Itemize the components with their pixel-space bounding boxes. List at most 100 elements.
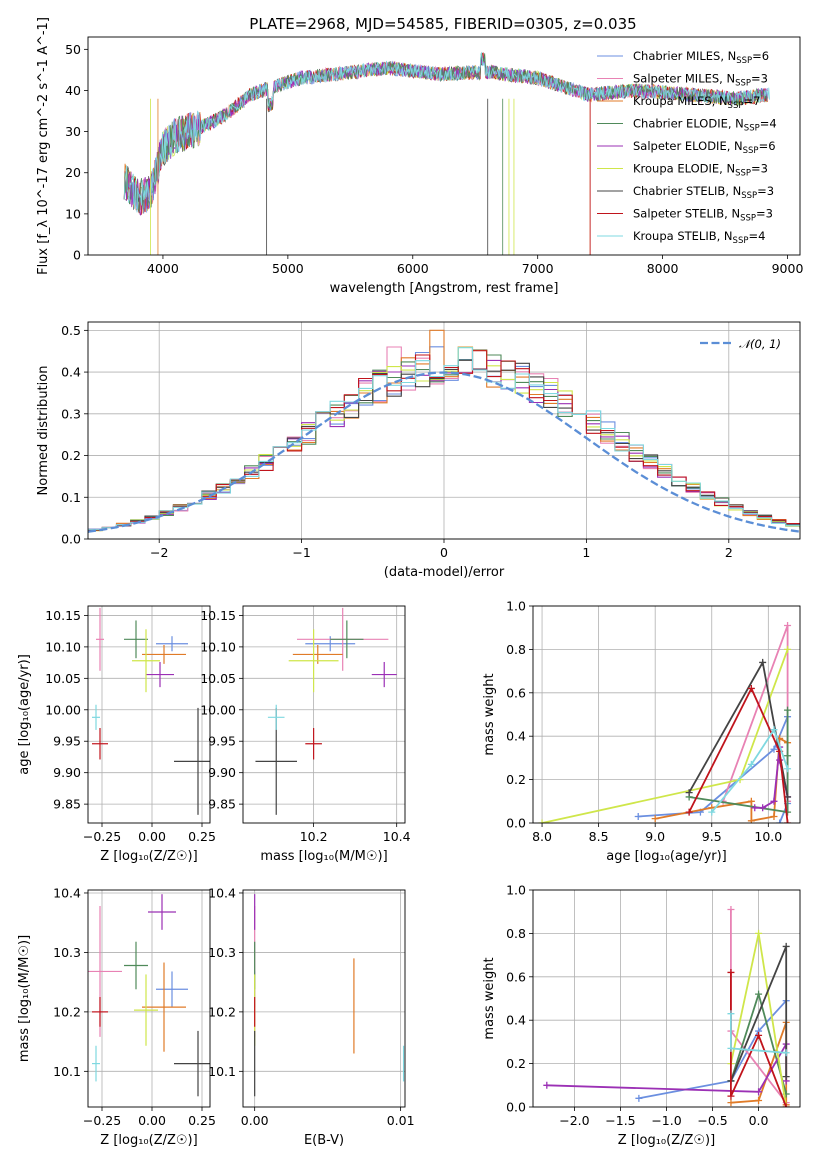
axes-frame	[532, 605, 801, 824]
weight-point-marker	[784, 622, 792, 630]
axes-frame	[242, 889, 406, 1108]
weight-point-marker	[784, 752, 792, 760]
y-tick-label: 10.4	[53, 885, 81, 900]
legend-label: Salpeter MILES, NSSP=3	[633, 72, 768, 89]
legend-label-main: Chabrier STELIB, N	[633, 184, 741, 198]
legend-label-tail: =7	[743, 94, 760, 108]
x-axis-label: wavelength [Angstrom, rest frame]	[330, 281, 559, 296]
y-axis-label: age [log₁₀(age/yr)]	[17, 654, 32, 775]
y-tick-label: 40	[65, 83, 81, 98]
weight-point-marker	[727, 1010, 735, 1018]
x-tick-label: 0.25	[188, 829, 216, 844]
weight-point-marker	[727, 968, 735, 976]
y-tick-label: 0.0	[61, 532, 81, 547]
panel-residuals: −2 −1 0 1 2 0.0 0.1 0.2 0.3 0.4 0.5 (data-model)/er…	[36, 321, 801, 580]
panel-age-vs-Z: −0.25 0.00 0.25 9.85 9.90 9.95 10.00 10.05 10.10…	[17, 605, 216, 864]
plot-area	[88, 894, 210, 1097]
x-tick-label: 0.00	[241, 1113, 269, 1128]
weight-point-marker	[634, 812, 642, 820]
y-axis-label: mass weight	[482, 957, 497, 1039]
plot-area	[254, 894, 405, 1097]
legend-label-tail: =4	[748, 229, 765, 243]
y-tick-label: 10.15	[200, 608, 236, 623]
y-tick-label: 10.1	[208, 1064, 236, 1079]
weight-series-line	[711, 727, 789, 813]
y-tick-label: 0.6	[506, 969, 526, 984]
plot-area	[543, 906, 790, 1107]
y-tick-label: 0.5	[61, 323, 81, 338]
weight-point-marker	[784, 808, 792, 816]
legend-label-main: Chabrier MILES, N	[633, 49, 736, 63]
y-tick-label: 0.8	[506, 642, 526, 657]
x-axis-label: Z [log₁₀(Z/Z☉)]	[100, 1133, 197, 1148]
weight-point-marker	[782, 942, 790, 950]
y-axis-label: mass [log₁₀(M/M☉)]	[17, 935, 32, 1062]
legend-label: Kroupa MILES, NSSP=7	[633, 94, 760, 111]
y-tick-label: 10.00	[200, 702, 236, 717]
weight-series-line	[688, 686, 789, 823]
y-tick-label: 0.4	[61, 365, 81, 380]
weight-point-marker	[784, 645, 792, 653]
x-tick-label: 9.5	[702, 829, 722, 844]
y-tick-label: 9.95	[53, 734, 81, 749]
plot-area	[88, 329, 800, 534]
legend-label-sub: SSP	[743, 146, 759, 156]
y-tick-label: 9.95	[208, 734, 236, 749]
weight-point-marker	[776, 819, 784, 823]
x-tick-label: 0.01	[387, 1113, 415, 1128]
legend-label-sub: SSP	[735, 79, 751, 89]
y-tick-label: 10.05	[200, 671, 236, 686]
x-tick-label: −1.0	[651, 1113, 681, 1128]
plot-area	[255, 607, 397, 815]
legend-label-tail: =6	[752, 49, 769, 63]
x-axis-label: E(B-V)	[304, 1133, 344, 1148]
y-tick-label: 0.4	[506, 729, 526, 744]
y-tick-label: 0.6	[506, 685, 526, 700]
y-tick-label: 10.00	[45, 702, 81, 717]
weight-point-marker	[751, 804, 759, 812]
x-tick-label: 5000	[272, 261, 304, 276]
panel-mass-vs-ebv: 0.00 0.01 10.1 10.2 10.3 10.4 E(B-V)	[208, 885, 414, 1148]
weight-point-marker	[755, 1096, 763, 1104]
legend-label: Salpeter ELODIE, NSSP=6	[633, 139, 776, 156]
panel-age-vs-mass: 10.2 10.4 9.85 9.90 9.95 10.00 10.05 10.10 10.15…	[200, 605, 411, 864]
plot-area	[92, 607, 210, 815]
panel-mass-vs-Z: −0.25 0.00 0.25 10.1 10.2 10.3 10.4 Z [log₁₀(Z/…	[17, 885, 216, 1148]
y-tick-label: 0	[73, 248, 81, 263]
axes-frame	[87, 605, 211, 824]
x-tick-label: 0.00	[138, 829, 166, 844]
figure-title: PLATE=2968, MJD=54585, FIBERID=0305, z=0…	[249, 15, 636, 33]
weight-point-marker	[685, 789, 693, 797]
axes-frame	[87, 321, 801, 540]
weight-point-marker	[543, 1081, 551, 1089]
legend-label-sub: SSP	[740, 214, 756, 224]
legend-label-tail: =6	[759, 139, 776, 153]
weight-point-marker	[770, 726, 778, 734]
x-tick-label: 8.5	[589, 829, 609, 844]
y-tick-label: 1.0	[506, 883, 526, 898]
x-tick-label: −0.5	[697, 1113, 727, 1128]
histogram-series	[88, 347, 800, 534]
x-tick-label: 10.2	[300, 829, 328, 844]
legend-label-sub: SSP	[735, 169, 751, 179]
spectrum-line	[123, 51, 770, 213]
y-tick-label: 10.10	[45, 639, 81, 654]
legend-label-sub: SSP	[728, 101, 744, 111]
x-tick-label: 8000	[647, 261, 679, 276]
weight-point-marker	[755, 1031, 763, 1039]
axes-frame	[87, 889, 211, 1108]
y-axis-label: Flux [f_λ 10^-17 erg cm^-2 s^-1 A^-1]	[36, 17, 51, 275]
weight-point-marker	[770, 812, 778, 820]
legend-label: Chabrier MILES, NSSP=6	[633, 49, 769, 66]
y-tick-label: 9.90	[53, 765, 81, 780]
y-tick-label: 10.15	[45, 608, 81, 623]
legend-label-sub: SSP	[733, 236, 749, 246]
y-tick-label: 0.4	[506, 1013, 526, 1028]
weight-point-marker	[747, 760, 755, 768]
y-axis-label: mass weight	[482, 673, 497, 755]
weight-point-marker	[635, 1094, 643, 1102]
x-tick-label: 2	[725, 545, 733, 560]
y-tick-label: 0.8	[506, 926, 526, 941]
x-tick-label: −2.0	[559, 1113, 589, 1128]
